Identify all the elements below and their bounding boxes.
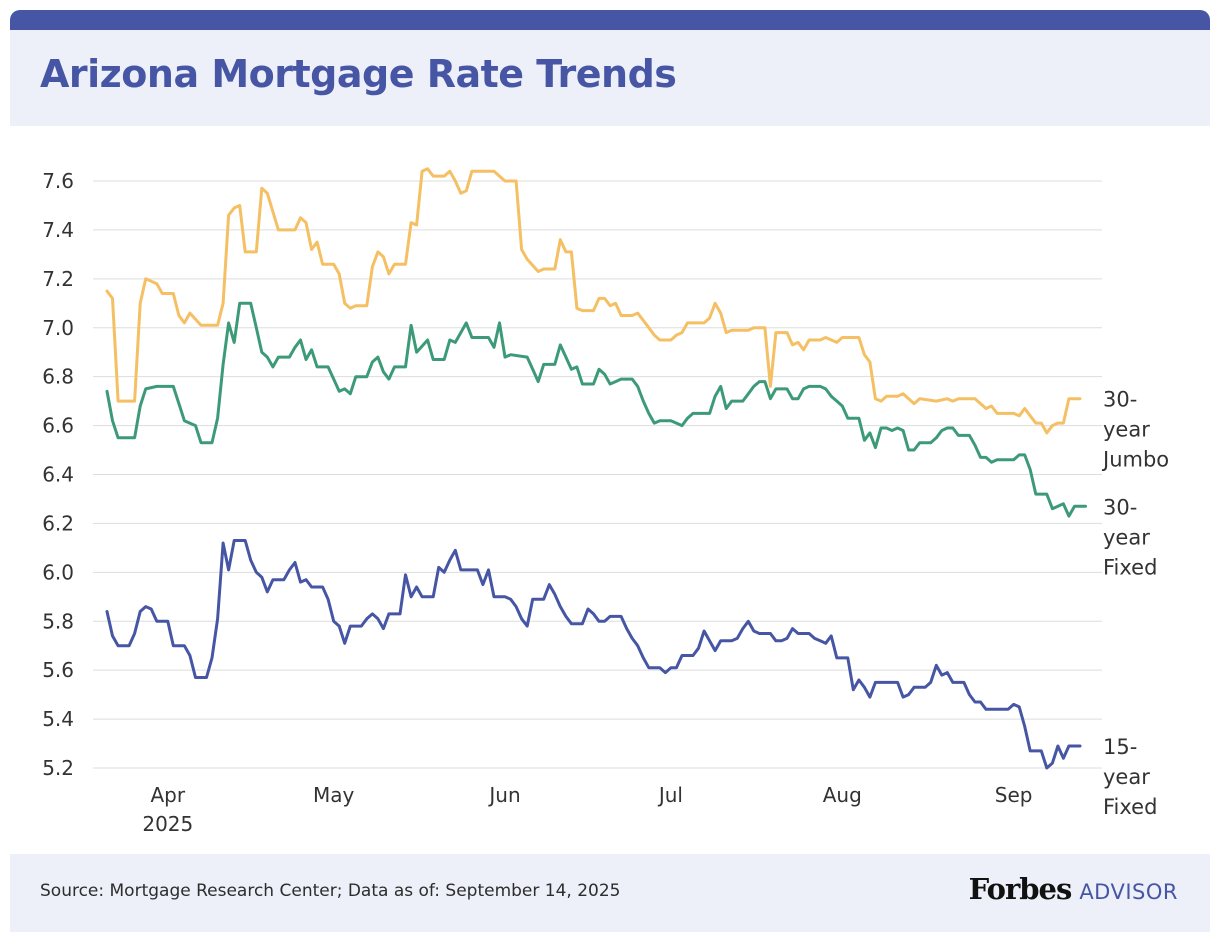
y-tick-label: 5.2 — [42, 756, 74, 780]
y-tick-label: 5.4 — [42, 707, 74, 731]
series-label-30-year-jumbo: 30- — [1103, 388, 1137, 412]
y-tick-label: 7.0 — [42, 316, 74, 340]
y-tick-label: 6.8 — [42, 365, 74, 389]
series-label-30-year-fixed: 30- — [1103, 495, 1137, 519]
series-label-30-year-jumbo: Jumbo — [1101, 448, 1169, 472]
y-tick-label: 7.6 — [42, 169, 74, 193]
x-tick-label: Jul — [657, 783, 683, 807]
x-tick-label: Sep — [995, 783, 1033, 807]
rate-trend-chart: 5.2 5.4 5.6 5.8 6.0 6.2 6.4 6.6 6.8 7.0 7.2 7.4 7.6 A… — [42, 167, 1169, 836]
logo-subtext: ADVISOR — [1079, 880, 1178, 904]
series-label-15-year-fixed: year — [1103, 765, 1150, 789]
y-tick-label: 6.0 — [42, 560, 74, 584]
x-tick-label: Aug — [823, 783, 862, 807]
series-label-30-year-fixed: Fixed — [1103, 555, 1157, 579]
header-accent-bar — [10, 10, 1210, 30]
logo-wordmark: Forbes — [968, 872, 1073, 906]
series-line-30-year-fixed — [105, 301, 1087, 518]
x-tick-label: Apr — [151, 783, 186, 807]
footer-panel: Source: Mortgage Research Center; Data a… — [10, 854, 1210, 932]
x-tick-label: May — [313, 783, 355, 807]
x-tick-label: Jun — [487, 783, 520, 807]
y-tick-label: 5.8 — [42, 609, 74, 633]
series-line-15-year-fixed — [105, 539, 1082, 770]
source-note: Source: Mortgage Research Center; Data a… — [40, 881, 621, 901]
y-tick-label: 7.2 — [42, 267, 74, 291]
forbes-advisor-logo: Forbes ADVISOR — [969, 872, 1178, 906]
series-label-30-year-jumbo: year — [1103, 418, 1150, 442]
series-label-15-year-fixed: 15- — [1103, 735, 1137, 759]
y-tick-label: 6.2 — [42, 511, 74, 535]
series-label-30-year-fixed: year — [1103, 525, 1150, 549]
header-panel: Arizona Mortgage Rate Trends — [10, 30, 1210, 126]
y-tick-label: 5.6 — [42, 658, 74, 682]
y-tick-label: 6.6 — [42, 414, 74, 438]
series-label-15-year-fixed: Fixed — [1103, 795, 1157, 819]
x-tick-label: 2025 — [142, 812, 193, 836]
page-title: Arizona Mortgage Rate Trends — [40, 52, 677, 96]
y-tick-label: 7.4 — [42, 218, 74, 242]
series-line-30-year-jumbo — [105, 167, 1082, 435]
y-tick-label: 6.4 — [42, 463, 74, 487]
